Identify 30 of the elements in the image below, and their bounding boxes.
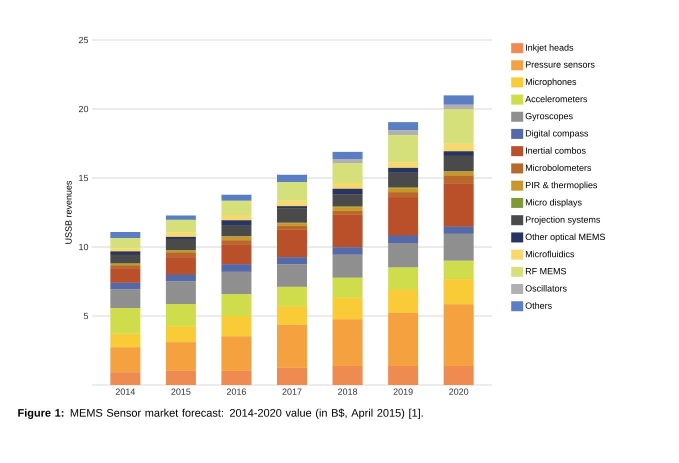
x-tick-label: 2017 (282, 388, 302, 395)
y-tick-label: 15 (79, 174, 88, 182)
legend-label: PIR & thermoplies (526, 182, 598, 190)
legend-label: Inertial combos (526, 147, 586, 154)
legend-label: Digital compass (526, 130, 588, 138)
legend-label: Projection systems (526, 216, 600, 225)
legend-label: Other optical MEMS (526, 233, 605, 242)
legend-label: Micro displays (526, 198, 582, 208)
legend-label: Pressure sensors (526, 61, 595, 68)
legend-label: Inkjet heads (526, 44, 574, 53)
text: Figure 1: MEMS Sensor market forecast: 2014-2020 value (in B$, April 2015) [1]. (18, 408, 423, 419)
y-tick-label: 10 (79, 244, 88, 250)
y-tick-label: 20 (78, 106, 88, 112)
x-tick-label: 2018 (338, 388, 358, 395)
legend-label: Gyroscopes (526, 112, 573, 122)
x-tick-label: 2014 (116, 388, 136, 395)
legend-label: Microbolometers (526, 164, 592, 172)
legend-label: Microphones (526, 78, 576, 87)
y-tick-label: 5 (84, 312, 88, 320)
x-tick-label: 2020 (449, 388, 468, 395)
y-tick-label: 25 (78, 36, 88, 44)
x-tick-label: 2019 (394, 388, 413, 395)
legend-label: Microfluidics (526, 250, 574, 258)
x-tick-label: 2016 (226, 388, 246, 395)
legend-label: Accelerometers (525, 96, 588, 102)
x-tick-label: 2015 (171, 388, 190, 395)
y-axis-title: USSB revenues (65, 180, 72, 244)
legend-label: RF MEMS (526, 268, 566, 274)
legend-label: Oscillators (526, 284, 567, 292)
legend-label: Others (526, 302, 552, 309)
